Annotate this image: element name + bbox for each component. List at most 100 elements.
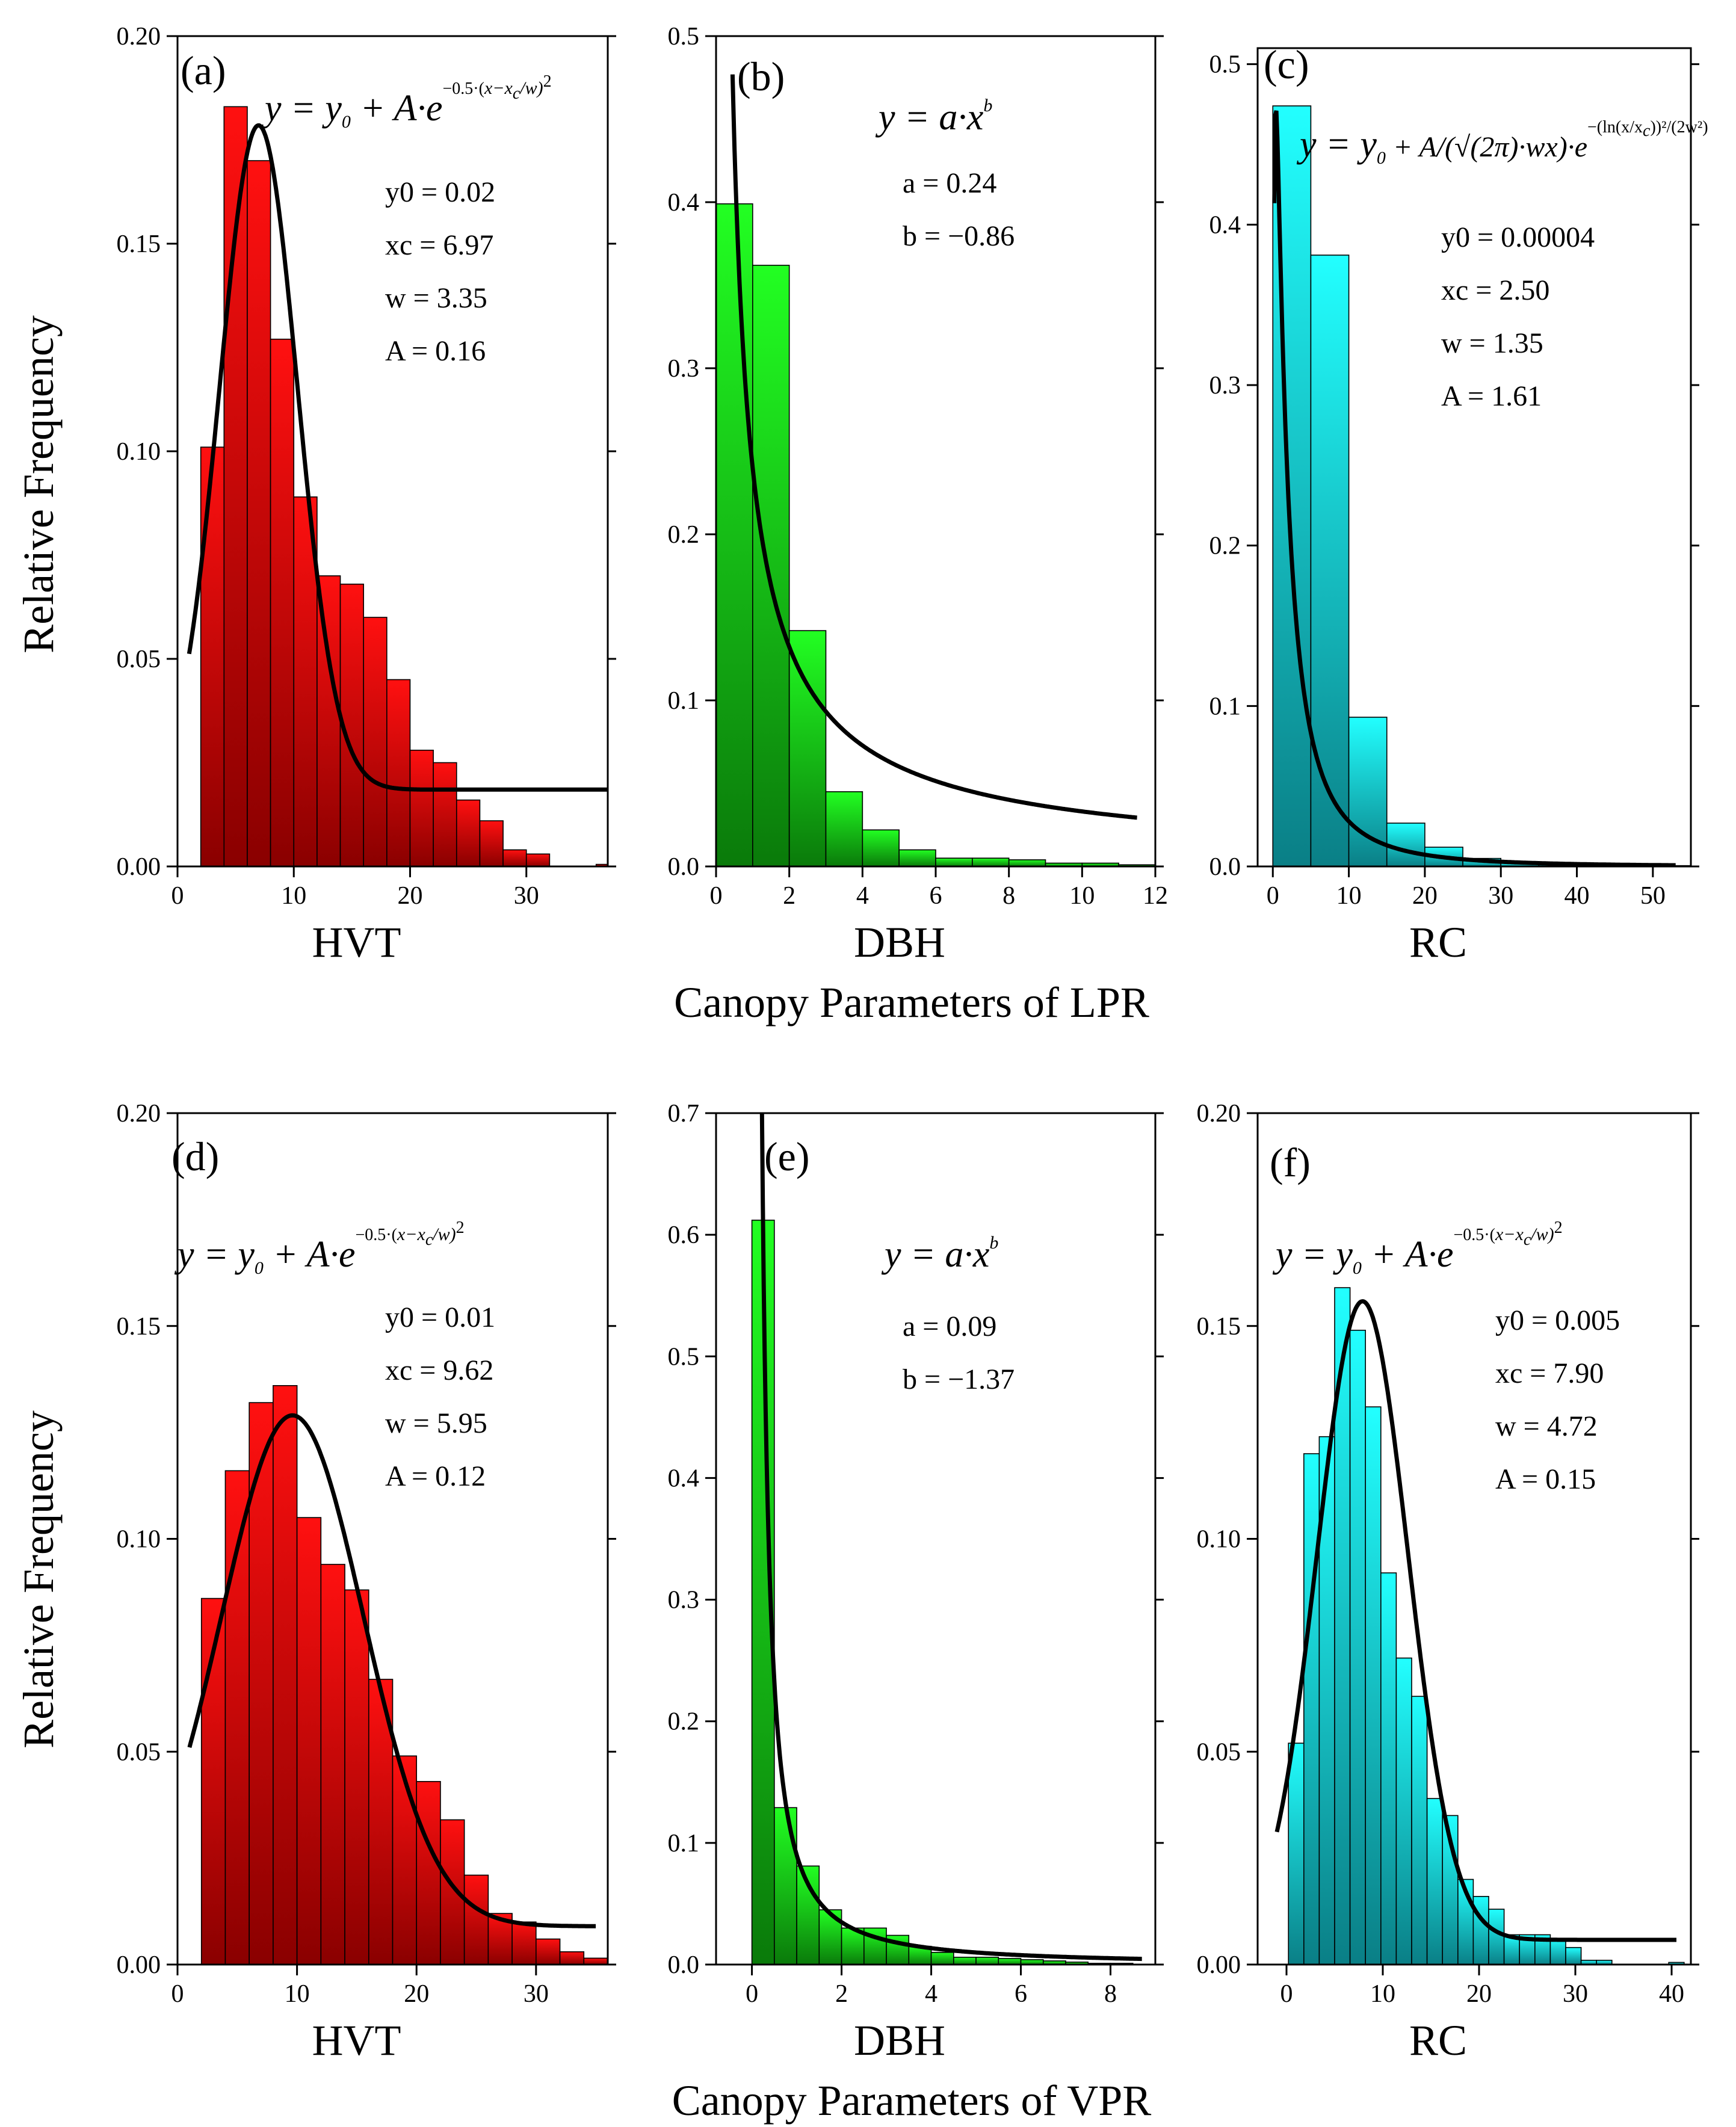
x-tick-label: 0	[171, 1980, 184, 2008]
fit-equation: y = y0 + A·e−0.5·(x−xc/w)2	[174, 1218, 465, 1278]
fit-curve	[1274, 1299, 1676, 1942]
x-tick-label: 2	[835, 1980, 848, 2008]
y-tick-label: 0.10	[117, 438, 161, 466]
row-title-top: Canopy Parameters of LPR	[674, 978, 1149, 1026]
bar	[249, 1402, 274, 1965]
fit-parameter: A = 0.12	[385, 1460, 486, 1492]
fit-equation: y = y0 + A·e−0.5·(x−xc/w)2	[261, 72, 552, 132]
x-tick-label: 30	[1488, 882, 1513, 910]
panel-letter: (f)	[1270, 1140, 1311, 1185]
fit-curve	[187, 123, 608, 792]
x-axis-label: DBH	[854, 2016, 945, 2064]
bar	[511, 1921, 537, 1965]
y-tick-label: 0.1	[668, 1830, 700, 1857]
x-tick-label: 4	[856, 882, 869, 910]
plot-frame	[715, 1112, 1157, 1966]
bar	[1303, 1453, 1320, 1965]
bar	[1395, 1657, 1412, 1965]
y-tick-label: 0.20	[117, 1100, 161, 1128]
bar	[247, 160, 271, 866]
panel-b: 0 2 4 6 8 10 12 0.0 0.1 0.2 0.3 0.4 0.5 DBH (b) y = a·x…	[668, 23, 1169, 966]
bar	[502, 849, 527, 866]
panel-letter: (a)	[181, 48, 226, 93]
panel-letter: (d)	[171, 1134, 219, 1179]
fit-parameter: A = 1.61	[1441, 380, 1542, 412]
panel-letter: (b)	[737, 54, 785, 99]
bar	[525, 853, 551, 866]
y-tick-label: 0.10	[117, 1526, 161, 1554]
x-tick-label: 20	[404, 1980, 429, 2008]
bar	[774, 1807, 797, 1965]
bars-f	[1288, 1287, 1685, 1965]
panel-a: 0 10 20 30 0.00 0.05 0.10 0.15 0.20 HVT (a) y = y0 …	[117, 23, 616, 966]
bars-a	[200, 106, 608, 866]
fit-parameter: w = 4.72	[1495, 1410, 1598, 1442]
panel-d: 0 10 20 30 0.00 0.05 0.10 0.15 0.20 HVT (d) y = y0 …	[117, 1100, 616, 2064]
y-tick-label: 0.5	[668, 23, 700, 51]
y-tick-label: 0.00	[117, 1951, 161, 1979]
fit-parameter: xc = 6.97	[385, 229, 493, 261]
x-tick-label: 0	[1267, 882, 1279, 910]
x-tick-label: 30	[524, 1980, 549, 2008]
x-tick-label: 40	[1659, 1980, 1684, 2008]
x-tick-label: 10	[1069, 882, 1095, 910]
x-axis-label: RC	[1409, 2016, 1467, 2064]
bar	[1472, 1896, 1489, 1965]
x-tick-label: 10	[1336, 882, 1362, 910]
y-tick-label: 0.2	[1209, 533, 1241, 560]
x-tick-label: 30	[514, 882, 539, 910]
bar	[440, 1819, 465, 1965]
fit-parameter: b = −0.86	[903, 220, 1015, 252]
bar	[320, 1564, 345, 1965]
y-tick-label: 0.1	[668, 687, 700, 715]
bar	[456, 799, 481, 866]
y-tick-label: 0.20	[117, 23, 161, 51]
bar	[386, 679, 411, 866]
y-tick-label: 0.7	[668, 1100, 700, 1128]
fit-parameter: y0 = 0.005	[1495, 1304, 1620, 1336]
bar	[862, 829, 900, 866]
bar	[953, 1957, 977, 1965]
bar	[1310, 255, 1350, 866]
bar	[479, 820, 504, 866]
bar	[1380, 1572, 1397, 1965]
x-axis-label: DBH	[854, 918, 945, 966]
y-axis-label-top: Relative Frequency	[14, 315, 63, 653]
y-tick-label: 0.05	[117, 1738, 161, 1766]
bar	[409, 750, 434, 866]
bar	[1426, 1798, 1444, 1965]
fit-parameter: w = 1.35	[1441, 327, 1543, 359]
y-tick-label: 0.3	[668, 355, 700, 383]
bar	[344, 1589, 369, 1965]
fit-equation: y = y0 + A·e−0.5·(x−xc/w)2	[1272, 1218, 1563, 1278]
fit-parameter: A = 0.16	[385, 335, 486, 367]
bars-c	[1272, 105, 1691, 866]
bar	[825, 791, 863, 866]
x-tick-label: 2	[783, 882, 795, 910]
y-tick-label: 0.4	[668, 1465, 700, 1492]
fit-parameter: w = 3.35	[385, 282, 487, 314]
y-axis-label-bottom: Relative Frequency	[14, 1410, 63, 1749]
x-tick-label: 50	[1640, 882, 1666, 910]
bar	[416, 1780, 441, 1965]
bar	[1349, 1330, 1367, 1965]
y-tick-label: 0.6	[668, 1221, 700, 1249]
x-axis-label: HVT	[312, 918, 401, 966]
y-tick-label: 0.5	[668, 1343, 700, 1371]
x-axis-label: HVT	[312, 2016, 401, 2064]
fit-parameter: y0 = 0.00004	[1441, 221, 1595, 253]
y-tick-label: 0.3	[668, 1587, 700, 1614]
bar	[363, 617, 388, 866]
bar	[1596, 1960, 1613, 1965]
x-tick-label: 10	[1370, 1980, 1395, 2008]
bar	[1565, 1946, 1582, 1965]
bar	[1365, 1406, 1382, 1965]
fit-equation: y = y0 + A/(√(2π)·wx)·e−(ln(x/xc))²/(2w²…	[1296, 118, 1708, 168]
x-tick-label: 10	[281, 882, 306, 910]
y-tick-label: 0.15	[117, 230, 161, 258]
y-tick-label: 0.0	[668, 1951, 700, 1979]
x-tick-label: 20	[1466, 1980, 1492, 2008]
bar	[463, 1874, 489, 1965]
bar	[559, 1951, 585, 1965]
